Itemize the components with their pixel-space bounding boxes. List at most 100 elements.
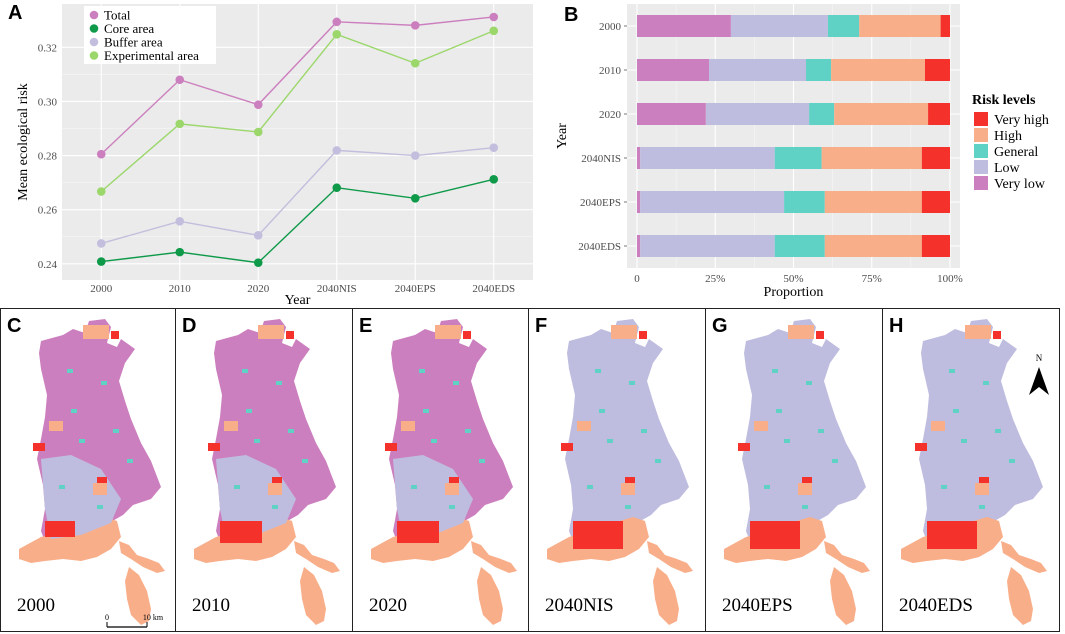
map-panel-letter: H xyxy=(889,315,904,337)
general-risk-patch xyxy=(764,485,770,489)
y-tick-label: 0.24 xyxy=(38,259,58,271)
tail-shape xyxy=(830,567,856,625)
very-high-risk-patch xyxy=(802,477,812,483)
legend-swatch xyxy=(974,144,988,158)
bar-segment xyxy=(637,59,709,81)
map-panel-letter: F xyxy=(535,315,548,337)
risk-map xyxy=(724,319,870,625)
very-high-risk-patch xyxy=(33,443,45,451)
general-risk-patch xyxy=(71,409,77,413)
map-shapes xyxy=(724,319,870,625)
data-point xyxy=(332,183,342,193)
y-tick-label: 2040EPS xyxy=(580,197,621,209)
general-risk-patch xyxy=(784,439,790,443)
scalebar-end-label: 10 km xyxy=(143,613,164,622)
legend-label: General xyxy=(994,145,1038,160)
very-high-risk-patch xyxy=(286,331,294,339)
very-high-risk-patch xyxy=(111,331,119,339)
tail-shape xyxy=(471,541,517,573)
general-risk-patch xyxy=(961,439,967,443)
high-risk-patch xyxy=(754,421,768,431)
series-line xyxy=(101,146,494,245)
legend-box xyxy=(84,6,216,64)
very-high-risk-patch xyxy=(750,521,800,549)
high-risk-patch xyxy=(931,421,945,431)
map-panel-letter: G xyxy=(712,315,728,337)
general-risk-patch xyxy=(453,381,459,385)
x-tick-label: 100% xyxy=(937,273,963,285)
map-shapes xyxy=(194,319,340,625)
general-risk-patch xyxy=(772,369,778,373)
general-risk-patch xyxy=(59,485,65,489)
risk-map xyxy=(547,319,693,625)
very-high-risk-patch xyxy=(639,331,647,339)
bar-segment xyxy=(708,59,807,81)
tail-shape xyxy=(477,567,503,625)
map-panel-2040eps: G 2040EPS xyxy=(705,308,883,632)
very-high-risk-patch xyxy=(927,521,977,549)
map-year-label: 2040EPS xyxy=(722,595,793,616)
data-point xyxy=(96,187,106,196)
general-risk-patch xyxy=(246,409,252,413)
data-point xyxy=(332,30,342,39)
data-point xyxy=(332,146,342,155)
panel-letter-a: A xyxy=(8,2,23,24)
tail-shape xyxy=(1007,567,1033,625)
data-point xyxy=(489,143,499,152)
map-year-label: 2010 xyxy=(192,595,230,616)
map-shapes xyxy=(371,319,517,625)
high-risk-patch xyxy=(965,325,991,339)
legend-swatch xyxy=(974,160,988,174)
very-high-risk-patch xyxy=(979,477,989,483)
y-tick-label: 0.30 xyxy=(38,96,58,108)
y-tick-label: 2010 xyxy=(599,65,622,77)
y-tick-label: 2020 xyxy=(599,109,622,121)
data-point xyxy=(410,58,420,68)
general-risk-patch xyxy=(949,369,955,373)
legend-label: Total xyxy=(104,8,131,23)
bar-segment xyxy=(637,191,641,213)
very-high-risk-patch xyxy=(397,521,439,543)
very-high-risk-patch xyxy=(915,443,927,451)
data-point xyxy=(96,257,106,266)
y-tick-label: 2040NIS xyxy=(581,153,621,165)
bar-segment xyxy=(784,191,825,213)
high-risk-patch xyxy=(788,325,814,339)
general-risk-patch xyxy=(127,459,133,463)
series-line xyxy=(100,16,494,155)
x-tick-label: 2040EDS xyxy=(472,283,515,295)
low-risk-zone xyxy=(393,455,473,539)
legend-title: Risk levels xyxy=(972,93,1036,108)
data-point xyxy=(410,193,420,203)
very-high-risk-patch xyxy=(272,477,282,483)
bar-segment xyxy=(921,235,950,257)
bar-segment xyxy=(640,235,775,257)
x-tick-label: 2010 xyxy=(169,283,192,295)
general-risk-patch xyxy=(595,369,601,373)
bar-segment xyxy=(834,103,929,125)
general-risk-patch xyxy=(479,459,485,463)
series-line xyxy=(100,30,495,193)
legend-marker xyxy=(89,51,99,60)
general-risk-patch xyxy=(941,485,947,489)
x-tick-label: 0 xyxy=(634,273,640,285)
general-risk-patch xyxy=(953,409,959,413)
high-risk-patch xyxy=(224,421,238,431)
y-tick-label: 0.32 xyxy=(38,42,57,54)
data-point xyxy=(253,100,263,109)
legend-label: Very low xyxy=(994,177,1046,192)
general-risk-patch xyxy=(302,459,308,463)
high-risk-patch xyxy=(49,421,63,431)
general-risk-patch xyxy=(587,485,593,489)
very-high-risk-patch xyxy=(208,443,220,451)
bar-segment xyxy=(831,59,925,81)
map-panel-2000: 0 10 km C 2000 xyxy=(0,308,176,632)
y-tick-label: 0.28 xyxy=(38,151,58,163)
high-risk-patch xyxy=(83,325,109,339)
x-axis-title: Year xyxy=(285,293,311,306)
data-point xyxy=(489,175,499,184)
legend-label: Low xyxy=(994,161,1021,176)
x-tick-label: 2040EPS xyxy=(395,283,436,295)
very-high-risk-patch xyxy=(625,477,635,483)
high-risk-patch xyxy=(435,325,461,339)
